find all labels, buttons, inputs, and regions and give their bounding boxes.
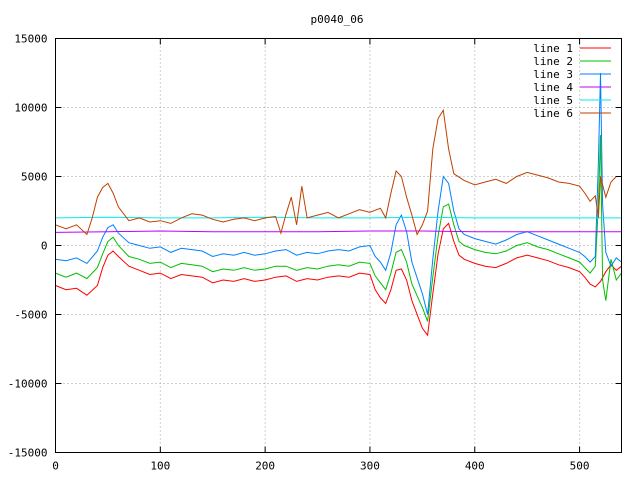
y-tick-label: -15000	[8, 447, 48, 460]
y-tick-label: -10000	[8, 378, 48, 391]
legend-label-6: line 6	[533, 107, 573, 120]
x-tick-label: 0	[52, 460, 59, 473]
x-tick-label: 300	[360, 460, 380, 473]
series-line-6	[55, 108, 622, 236]
legend-label-2: line 2	[533, 55, 573, 68]
chart-title: p0040_06	[311, 13, 364, 26]
y-tick-label: 5000	[21, 171, 48, 184]
series-group	[55, 72, 622, 337]
y-tick-label: 10000	[14, 102, 47, 115]
legend-label-4: line 4	[533, 81, 573, 94]
x-tick-label: 500	[570, 460, 590, 473]
legend-label-5: line 5	[533, 94, 573, 107]
x-tick-label: 200	[255, 460, 275, 473]
axis-ticks: 0 100 200 300 400 500 -15000 -10000 -5000 0 5000 10…	[8, 33, 622, 473]
y-tick-label: 15000	[14, 33, 47, 46]
legend-label-3: line 3	[533, 68, 573, 81]
series-line-3	[55, 72, 622, 315]
grid	[55, 38, 622, 453]
series-line-4	[55, 230, 622, 233]
x-tick-label: 100	[150, 460, 170, 473]
y-tick-label: 0	[41, 240, 48, 253]
x-tick-label: 400	[465, 460, 485, 473]
series-line-2	[55, 135, 622, 322]
series-line-1	[55, 222, 622, 337]
y-tick-label: -5000	[14, 309, 47, 322]
legend-label-1: line 1	[533, 42, 573, 55]
series-line-5	[55, 216, 622, 219]
